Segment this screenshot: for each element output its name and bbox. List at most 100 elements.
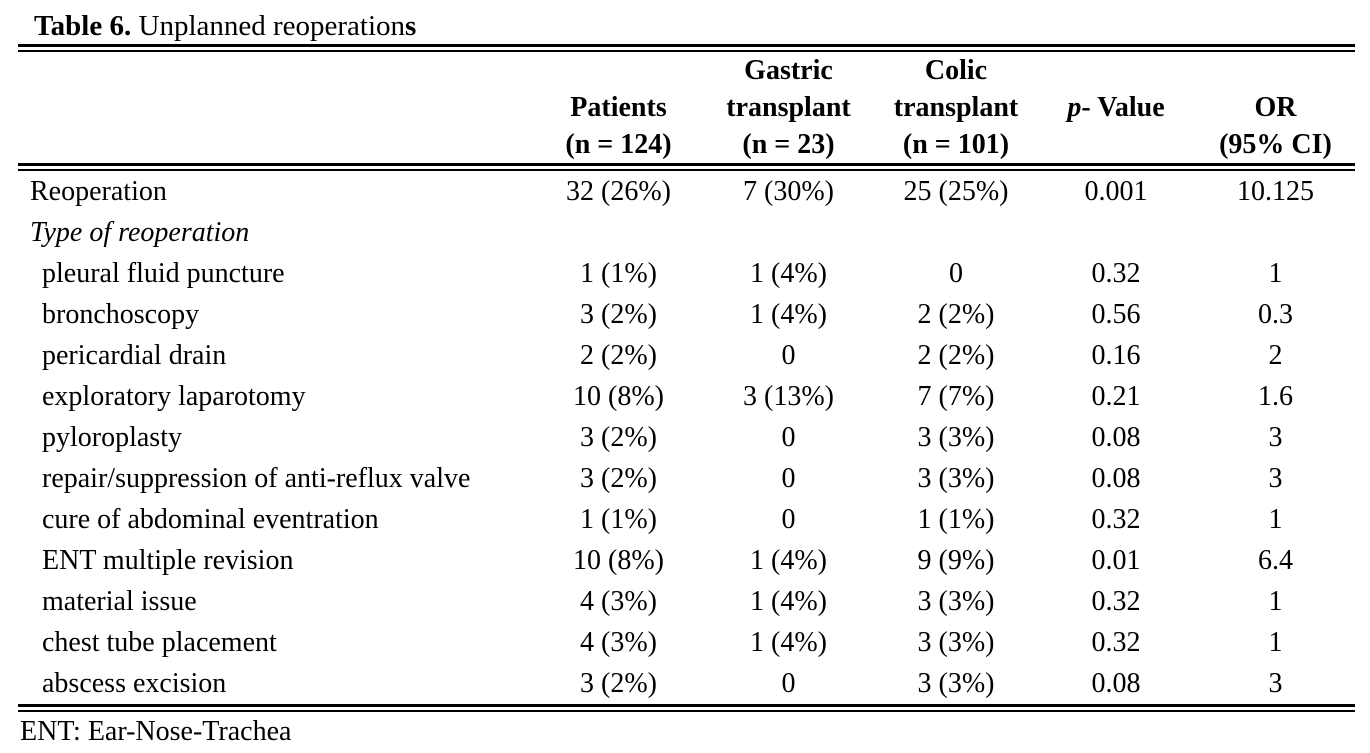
cell-or: 10.125: [1237, 176, 1314, 207]
cell-gastric-transplant: 1 (4%): [750, 586, 827, 617]
row-label: repair/suppression of anti-reflux valve: [42, 463, 471, 494]
p-value-rest: - Value: [1081, 92, 1165, 123]
table-title: Table 6. Unplanned reoperations: [18, 8, 1370, 44]
row-label: exploratory laparotomy: [42, 381, 306, 412]
cell-p-value: 0.32: [1091, 586, 1141, 617]
col-header-patients: Patients (n = 124): [536, 52, 701, 163]
cell-colic-transplant: 9 (9%): [917, 545, 995, 576]
cell-patients: 3 (2%): [580, 299, 657, 330]
cell-p-value: 0.32: [1091, 627, 1141, 658]
cell-or: 1: [1268, 258, 1283, 289]
cell-p-value: 0.08: [1091, 422, 1141, 453]
col-header-gastric-line2: transplant: [726, 92, 851, 123]
data-table: Patients (n = 124) Gastric transplant (n…: [18, 52, 1355, 712]
row-label: Type of reoperation: [30, 217, 250, 248]
cell-patients: 10 (8%): [573, 381, 664, 412]
row-label: pyloroplasty: [42, 422, 182, 453]
table-footnote: ENT: Ear-Nose-Trachea: [20, 716, 292, 747]
col-header-colic-transplant: Colic transplant (n = 101): [876, 52, 1036, 163]
col-header-colic-line1: Colic: [924, 55, 988, 86]
cell-patients: 2 (2%): [580, 340, 657, 371]
row-label: pleural fluid puncture: [42, 258, 285, 289]
cell-gastric-transplant: 0: [781, 463, 796, 494]
cell-gastric-transplant: 1 (4%): [750, 258, 827, 289]
cell-gastric-transplant: 0: [781, 504, 796, 535]
col-header-or-ci: OR (95% CI): [1196, 52, 1355, 163]
table-title-number: Table 6.: [34, 10, 132, 42]
cell-gastric-transplant: 0: [781, 340, 796, 371]
cell-p-value: [1036, 212, 1196, 253]
cell-colic-transplant: 3 (3%): [917, 627, 995, 658]
cell-or: 6.4: [1258, 545, 1293, 576]
cell-p-value: 0.001: [1084, 176, 1148, 207]
title-separator-rule: [18, 44, 1355, 52]
row-label: chest tube placement: [42, 627, 277, 658]
cell-p-value: 0.56: [1091, 299, 1141, 330]
table-title-text: Unplanned reoperation: [131, 10, 406, 42]
row-label: cure of abdominal eventration: [42, 504, 379, 535]
cell-or: 3: [1268, 463, 1283, 494]
row-label: abscess excision: [42, 668, 227, 699]
col-header-or-line2: (95% CI): [1219, 129, 1332, 160]
cell-or: 2: [1268, 340, 1283, 371]
cell-p-value: 0.08: [1091, 668, 1141, 699]
header-separator-rule: [18, 163, 1355, 171]
cell-colic-transplant: 3 (3%): [917, 586, 995, 617]
table-title-suffix: s: [405, 10, 417, 42]
col-header-gastric-transplant: Gastric transplant (n = 23): [701, 52, 876, 163]
cell-gastric-transplant: 0: [781, 422, 796, 453]
cell-colic-transplant: 3 (3%): [917, 668, 995, 699]
cell-p-value: 0.08: [1091, 463, 1141, 494]
p-value-italic-p: p: [1067, 92, 1082, 123]
cell-colic-transplant: 25 (25%): [903, 176, 1009, 207]
col-header-or-line1: OR: [1254, 92, 1297, 123]
cell-patients: 3 (2%): [580, 668, 657, 699]
col-header-p-value: p- Value: [1036, 52, 1196, 163]
row-label: ENT multiple revision: [42, 545, 294, 576]
cell-p-value: 0.01: [1091, 545, 1141, 576]
cell-gastric-transplant: 1 (4%): [750, 299, 827, 330]
col-header-gastric-line1: Gastric: [744, 55, 833, 86]
col-header-colic-line3: (n = 101): [902, 129, 1010, 160]
row-label: pericardial drain: [42, 340, 227, 371]
cell-patients: 1 (1%): [580, 504, 657, 535]
table-bottom-rule: [18, 704, 1355, 712]
cell-patients: 3 (2%): [580, 422, 657, 453]
cell-colic-transplant: [876, 212, 1036, 253]
cell-or: 1: [1268, 627, 1283, 658]
row-label: Reoperation: [30, 176, 167, 207]
col-header-colic-line2: transplant: [893, 92, 1019, 123]
cell-patients: 4 (3%): [580, 627, 657, 658]
cell-gastric-transplant: 7 (30%): [743, 176, 834, 207]
col-header-patients-line2: (n = 124): [565, 129, 672, 160]
cell-colic-transplant: 2 (2%): [917, 299, 995, 330]
cell-p-value: 0.16: [1091, 340, 1141, 371]
cell-or: 3: [1268, 422, 1283, 453]
cell-or: 1.6: [1258, 381, 1293, 412]
cell-patients: 3 (2%): [580, 463, 657, 494]
cell-patients: 4 (3%): [580, 586, 657, 617]
cell-or: 0.3: [1258, 299, 1293, 330]
cell-or: 1: [1268, 504, 1283, 535]
cell-or: 1: [1268, 586, 1283, 617]
row-label: bronchoscopy: [42, 299, 200, 330]
cell-gastric-transplant: [701, 212, 876, 253]
cell-gastric-transplant: 1 (4%): [750, 627, 827, 658]
cell-patients: [536, 212, 701, 253]
col-header-gastric-line3: (n = 23): [742, 129, 835, 160]
col-header-rowlabel: [18, 52, 536, 163]
cell-patients: 1 (1%): [580, 258, 657, 289]
cell-or: [1196, 212, 1355, 253]
cell-patients: 32 (26%): [566, 176, 671, 207]
cell-colic-transplant: 3 (3%): [917, 422, 995, 453]
cell-colic-transplant: 2 (2%): [917, 340, 995, 371]
cell-patients: 10 (8%): [573, 545, 664, 576]
cell-p-value: 0.32: [1091, 258, 1141, 289]
cell-gastric-transplant: 3 (13%): [743, 381, 834, 412]
cell-colic-transplant: 7 (7%): [917, 381, 995, 412]
cell-p-value: 0.21: [1091, 381, 1141, 412]
row-label: material issue: [42, 586, 197, 617]
cell-colic-transplant: 0: [949, 258, 963, 289]
cell-colic-transplant: 1 (1%): [917, 504, 995, 535]
